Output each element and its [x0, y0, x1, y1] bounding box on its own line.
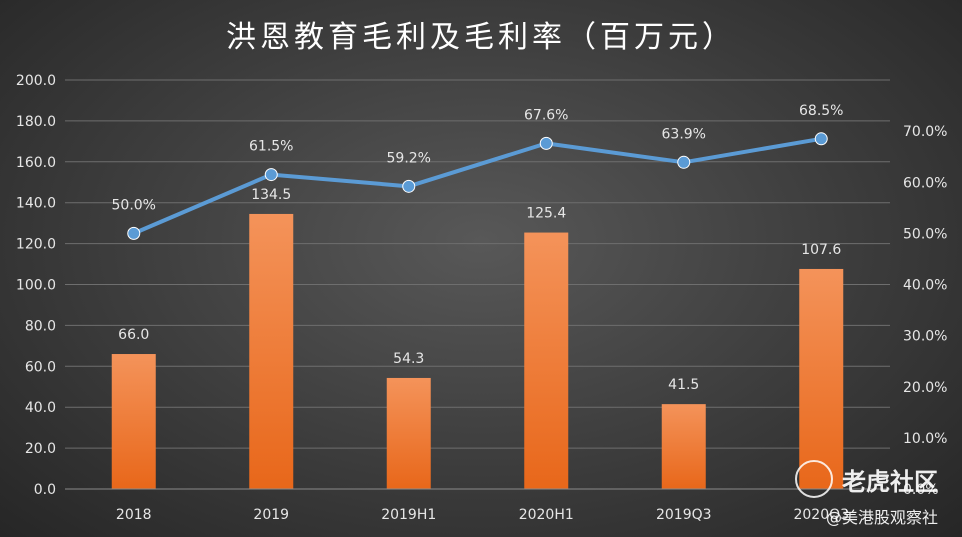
tiger-logo-icon [795, 460, 833, 498]
y-right-tick-label: 40.0% [903, 278, 947, 294]
y-left-tick-label: 100.0 [16, 278, 56, 294]
x-tick-label: 2020Q3 [793, 507, 849, 523]
y-left-tick-label: 160.0 [16, 155, 56, 171]
bar-data-label: 41.5 [668, 377, 699, 393]
bar-data-label: 125.4 [526, 206, 566, 222]
y-right-tick-label: 10.0% [903, 431, 947, 447]
line-point [264, 168, 278, 182]
y-left-tick-label: 80.0 [25, 318, 56, 334]
x-tick-label: 2019 [253, 507, 289, 523]
bar [524, 232, 569, 489]
line-point [539, 136, 553, 150]
watermark-handle: @美港股观察社 [826, 508, 939, 527]
chart-title: 洪恩教育毛利及毛利率（百万元） [226, 20, 736, 55]
bar [799, 268, 844, 489]
y-right-tick-label: 50.0% [903, 226, 947, 242]
bar-data-label: 54.3 [393, 351, 424, 367]
y-left-tick-label: 140.0 [16, 196, 56, 212]
line-point [677, 155, 691, 169]
x-tick-label: 2019H1 [381, 507, 436, 523]
watermark-title: 老虎社区 [842, 468, 938, 496]
y-left-tick-label: 0.0 [34, 482, 56, 498]
line-data-label: 67.6% [524, 107, 568, 123]
y-left-tick-label: 20.0 [25, 441, 56, 457]
bar [661, 404, 706, 489]
y-right-tick-label: 70.0% [903, 124, 947, 140]
line-data-label: 61.5% [249, 139, 293, 155]
line-point [402, 179, 416, 193]
y-left-tick-label: 120.0 [16, 237, 56, 253]
x-tick-label: 2019Q3 [656, 507, 712, 523]
bar-data-label: 134.5 [251, 187, 291, 203]
line-data-label: 68.5% [799, 103, 843, 119]
y-left-tick-label: 60.0 [25, 359, 56, 375]
x-tick-label: 2018 [116, 507, 152, 523]
line-data-label: 63.9% [662, 126, 706, 142]
y-left-tick-label: 40.0 [25, 400, 56, 416]
line-point [814, 132, 828, 146]
bar [111, 354, 156, 489]
y-right-tick-label: 30.0% [903, 329, 947, 345]
y-right-tick-label: 20.0% [903, 380, 947, 396]
line-data-label: 59.2% [387, 150, 431, 166]
line-data-label: 50.0% [112, 197, 156, 213]
line-point [127, 226, 141, 240]
margin-line [132, 136, 822, 236]
bar-data-label: 107.6 [801, 242, 841, 258]
y-left-tick-label: 180.0 [16, 114, 56, 130]
y-left-tick-label: 200.0 [16, 73, 56, 89]
y-right-tick-label: 60.0% [903, 175, 947, 191]
bar [386, 377, 431, 489]
x-tick-label: 2020H1 [519, 507, 574, 523]
bar [249, 213, 294, 489]
y-right-tick-label: 0.0% [903, 482, 939, 498]
bar-data-label: 66.0 [118, 327, 149, 343]
